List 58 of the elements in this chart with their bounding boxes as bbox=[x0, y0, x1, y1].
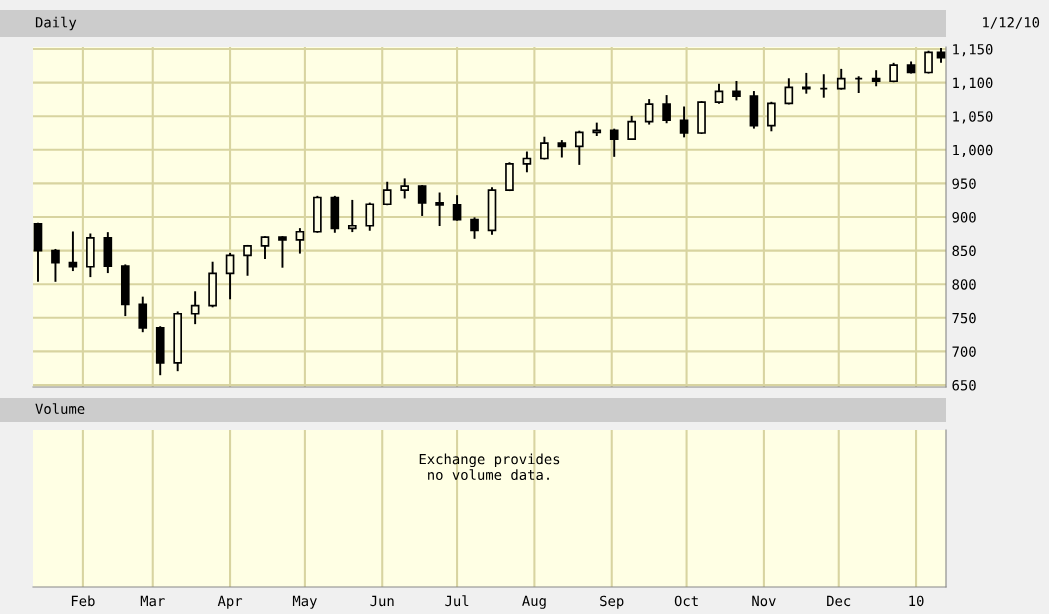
candlestick bbox=[784, 78, 794, 105]
candlestick bbox=[522, 151, 532, 173]
candlestick bbox=[347, 199, 357, 233]
candlestick bbox=[225, 252, 235, 300]
y-tick-label: 700 bbox=[952, 346, 976, 357]
candlestick bbox=[138, 296, 148, 333]
chart-title: Daily bbox=[35, 16, 77, 31]
y-tick-label: 650 bbox=[952, 379, 976, 391]
y-tick-label: 900 bbox=[952, 212, 976, 223]
candlestick bbox=[382, 181, 392, 206]
text: 1/12/10 bbox=[983, 17, 1040, 29]
candlestick bbox=[714, 83, 724, 104]
candlestick bbox=[400, 178, 410, 199]
candlestick bbox=[417, 185, 427, 216]
candlestick bbox=[452, 195, 462, 221]
y-tick-label: 1,000 bbox=[953, 144, 993, 158]
candlestick bbox=[190, 291, 200, 325]
candlestick bbox=[243, 244, 252, 276]
candlestick bbox=[644, 99, 654, 125]
candlestick bbox=[609, 128, 619, 157]
candlestick bbox=[68, 231, 78, 272]
candlestick bbox=[662, 95, 671, 124]
text: Nov bbox=[752, 595, 776, 607]
candlestick bbox=[836, 68, 846, 90]
candlestick bbox=[365, 202, 375, 231]
candlestick bbox=[574, 130, 584, 165]
text: Jun bbox=[370, 595, 394, 607]
text: Exchange provides no volume data. bbox=[419, 453, 560, 481]
candlestick bbox=[470, 217, 479, 239]
candlestick bbox=[540, 136, 549, 160]
text: Apr bbox=[217, 595, 243, 609]
candlestick bbox=[767, 101, 776, 132]
y-tick-label: 1,050 bbox=[953, 111, 993, 124]
text: Aug bbox=[522, 595, 546, 609]
y-tick-label: 1,150 bbox=[953, 44, 993, 57]
y-tick-label: 800 bbox=[952, 279, 976, 290]
candlestick bbox=[435, 192, 444, 227]
candlestick bbox=[295, 228, 305, 254]
candlestick bbox=[627, 115, 637, 141]
text: Feb bbox=[71, 595, 95, 607]
candlestick bbox=[278, 236, 287, 268]
text: Sep bbox=[600, 595, 624, 609]
candlestick bbox=[924, 50, 933, 74]
text: Volume bbox=[35, 403, 85, 415]
candlestick bbox=[801, 72, 811, 94]
text: Jul bbox=[445, 595, 469, 607]
text: May bbox=[292, 595, 317, 609]
candlestick bbox=[260, 236, 270, 259]
text: Oct bbox=[674, 595, 698, 607]
text: 10 bbox=[909, 595, 924, 607]
y-tick-label: 950 bbox=[952, 178, 976, 189]
y-tick-label: 1,100 bbox=[953, 77, 993, 90]
text: Mar bbox=[140, 595, 165, 607]
candlestick bbox=[679, 106, 689, 138]
candlestick bbox=[51, 248, 60, 282]
y-tick-label: 750 bbox=[952, 312, 976, 324]
text: Dec bbox=[827, 595, 851, 607]
y-tick-label: 850 bbox=[952, 245, 976, 257]
